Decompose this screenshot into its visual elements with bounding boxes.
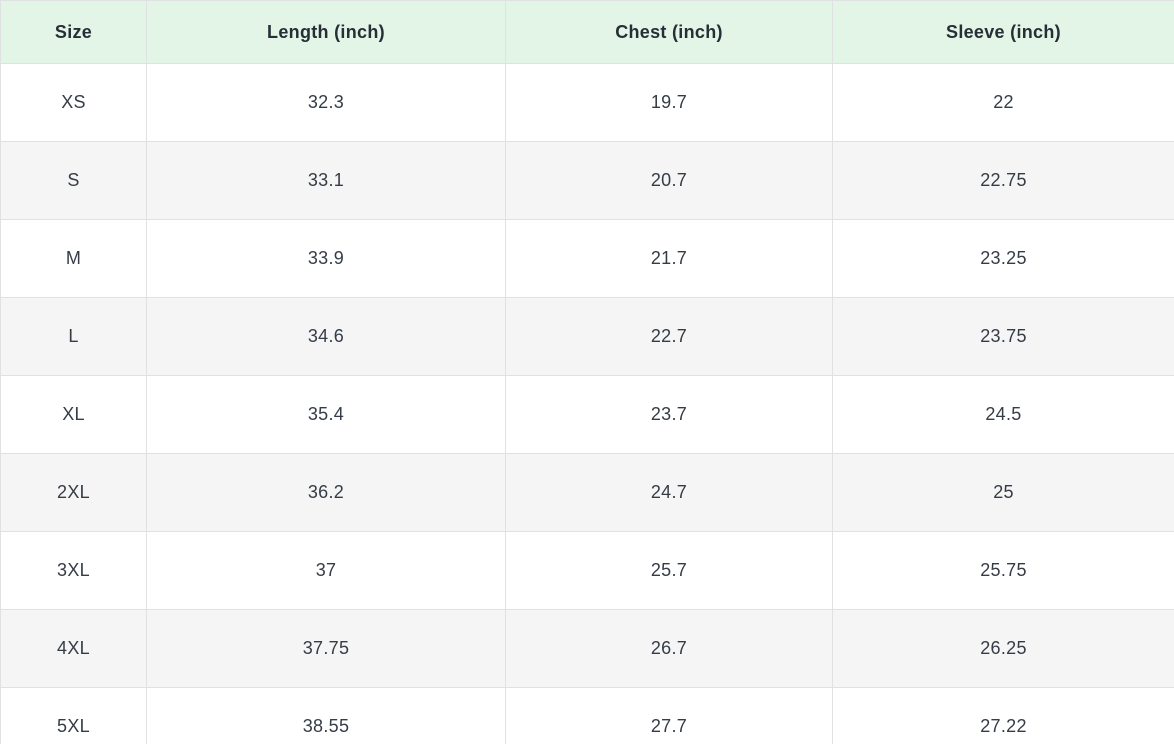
cell-sleeve: 25 [832,453,1174,532]
cell-length: 34.6 [146,297,506,376]
table-row: 3XL 37 25.7 25.75 [0,531,1174,610]
cell-sleeve: 25.75 [832,531,1174,610]
cell-size: 5XL [0,687,147,744]
table-row: M 33.9 21.7 23.25 [0,219,1174,298]
cell-sleeve: 27.22 [832,687,1174,744]
cell-chest: 26.7 [505,609,833,688]
cell-length: 38.55 [146,687,506,744]
cell-size: S [0,141,147,220]
cell-length: 37 [146,531,506,610]
cell-length: 36.2 [146,453,506,532]
cell-sleeve: 23.75 [832,297,1174,376]
cell-length: 32.3 [146,63,506,142]
cell-chest: 25.7 [505,531,833,610]
cell-chest: 19.7 [505,63,833,142]
cell-chest: 21.7 [505,219,833,298]
cell-size: M [0,219,147,298]
table-row: 4XL 37.75 26.7 26.25 [0,609,1174,688]
cell-sleeve: 23.25 [832,219,1174,298]
table-row: XL 35.4 23.7 24.5 [0,375,1174,454]
cell-length: 33.1 [146,141,506,220]
cell-sleeve: 22.75 [832,141,1174,220]
table-row: 2XL 36.2 24.7 25 [0,453,1174,532]
table-row: XS 32.3 19.7 22 [0,63,1174,142]
header-row: Size Length (inch) Chest (inch) Sleeve (… [0,0,1174,64]
cell-sleeve: 22 [832,63,1174,142]
column-header-sleeve: Sleeve (inch) [832,0,1174,64]
cell-sleeve: 24.5 [832,375,1174,454]
cell-size: 2XL [0,453,147,532]
table-row: S 33.1 20.7 22.75 [0,141,1174,220]
cell-size: 3XL [0,531,147,610]
cell-length: 33.9 [146,219,506,298]
cell-size: XS [0,63,147,142]
cell-size: L [0,297,147,376]
cell-sleeve: 26.25 [832,609,1174,688]
column-header-length: Length (inch) [146,0,506,64]
cell-chest: 23.7 [505,375,833,454]
cell-chest: 20.7 [505,141,833,220]
table-header: Size Length (inch) Chest (inch) Sleeve (… [0,0,1174,64]
cell-length: 37.75 [146,609,506,688]
cell-length: 35.4 [146,375,506,454]
cell-chest: 24.7 [505,453,833,532]
column-header-size: Size [0,0,147,64]
cell-size: 4XL [0,609,147,688]
table-row: 5XL 38.55 27.7 27.22 [0,687,1174,744]
table-body: XS 32.3 19.7 22 S 33.1 20.7 22.75 M 33.9… [0,63,1174,744]
cell-size: XL [0,375,147,454]
cell-chest: 27.7 [505,687,833,744]
column-header-chest: Chest (inch) [505,0,833,64]
table-row: L 34.6 22.7 23.75 [0,297,1174,376]
cell-chest: 22.7 [505,297,833,376]
